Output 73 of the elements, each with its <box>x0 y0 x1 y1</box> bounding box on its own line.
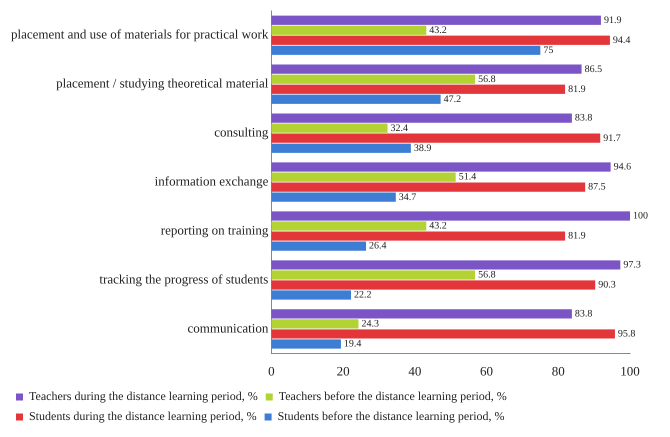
x-tick-label: 20 <box>336 364 350 379</box>
y-tick-label: information exchange <box>154 174 269 189</box>
data-label: 94.4 <box>612 34 630 46</box>
y-tick-label: communication <box>187 320 269 336</box>
data-label: 95.8 <box>618 328 636 340</box>
bar <box>271 74 476 84</box>
bar <box>271 319 359 329</box>
y-tick-label: reporting on training <box>160 222 269 238</box>
x-tick-label: 60 <box>480 364 494 379</box>
data-label: 26.4 <box>369 240 387 252</box>
bar <box>271 260 620 270</box>
data-label: 94.6 <box>614 162 632 173</box>
data-label: 100 <box>633 210 648 222</box>
bar <box>271 36 610 45</box>
data-label: 19.4 <box>344 338 362 350</box>
bar <box>271 192 396 202</box>
bar <box>271 124 388 133</box>
data-label: 43.2 <box>429 24 447 36</box>
bar <box>271 113 572 123</box>
legend-label: Teachers before the distance learning period, % <box>278 389 507 404</box>
y-tick-label: tracking the progress of students <box>99 271 268 286</box>
data-label: 87.5 <box>588 182 606 193</box>
data-label: 43.2 <box>429 220 447 232</box>
data-label: 34.7 <box>398 192 416 203</box>
bar <box>271 16 601 25</box>
data-label: 22.2 <box>354 290 372 301</box>
x-tick-label: 100 <box>620 364 640 379</box>
data-label: 83.8 <box>574 112 592 124</box>
y-tick-label: consulting <box>214 124 269 140</box>
legend-label: Students before the distance learning period, % <box>278 409 505 424</box>
bar <box>271 211 630 221</box>
bar <box>271 172 456 182</box>
bar <box>271 231 566 241</box>
data-label: 56.8 <box>478 74 496 85</box>
data-label: 47.2 <box>444 94 462 105</box>
bar <box>271 241 366 251</box>
y-tick-label: placement and use of materials for practical work <box>11 26 269 42</box>
data-label: 56.8 <box>478 270 496 281</box>
bar <box>271 221 426 231</box>
bar <box>271 290 351 300</box>
bar <box>271 329 615 339</box>
bar <box>271 144 411 153</box>
data-label: 97.3 <box>623 260 641 271</box>
bar <box>271 182 586 192</box>
bar <box>271 64 582 74</box>
data-label: 75 <box>543 44 554 56</box>
bar <box>271 94 441 104</box>
data-label: 32.4 <box>390 122 408 134</box>
data-label: 90.3 <box>598 280 616 291</box>
data-label: 83.8 <box>574 308 592 320</box>
data-label: 51.4 <box>458 172 476 183</box>
data-label: 91.9 <box>604 14 622 26</box>
data-label: 91.7 <box>603 132 621 144</box>
bar <box>271 309 572 318</box>
y-tick-label: placement / studying theoretical material <box>56 76 269 91</box>
legend-label: Students during the distance learning period, % <box>29 409 257 424</box>
bar <box>271 46 540 55</box>
data-label: 38.9 <box>414 142 432 154</box>
bar <box>271 280 596 290</box>
data-label: 81.9 <box>568 230 586 242</box>
bar <box>271 84 566 94</box>
bar <box>271 339 341 349</box>
data-label: 81.9 <box>568 84 586 95</box>
bar <box>271 162 611 172</box>
x-tick-label: 80 <box>552 364 565 379</box>
bar <box>271 270 476 280</box>
data-label: 24.3 <box>362 318 380 330</box>
x-tick-label: 0 <box>268 364 275 379</box>
bar <box>271 134 600 143</box>
legend-label: Teachers during the distance learning period, % <box>29 389 258 404</box>
x-tick-label: 40 <box>408 364 422 379</box>
bar <box>271 26 426 35</box>
data-label: 86.5 <box>584 64 602 75</box>
